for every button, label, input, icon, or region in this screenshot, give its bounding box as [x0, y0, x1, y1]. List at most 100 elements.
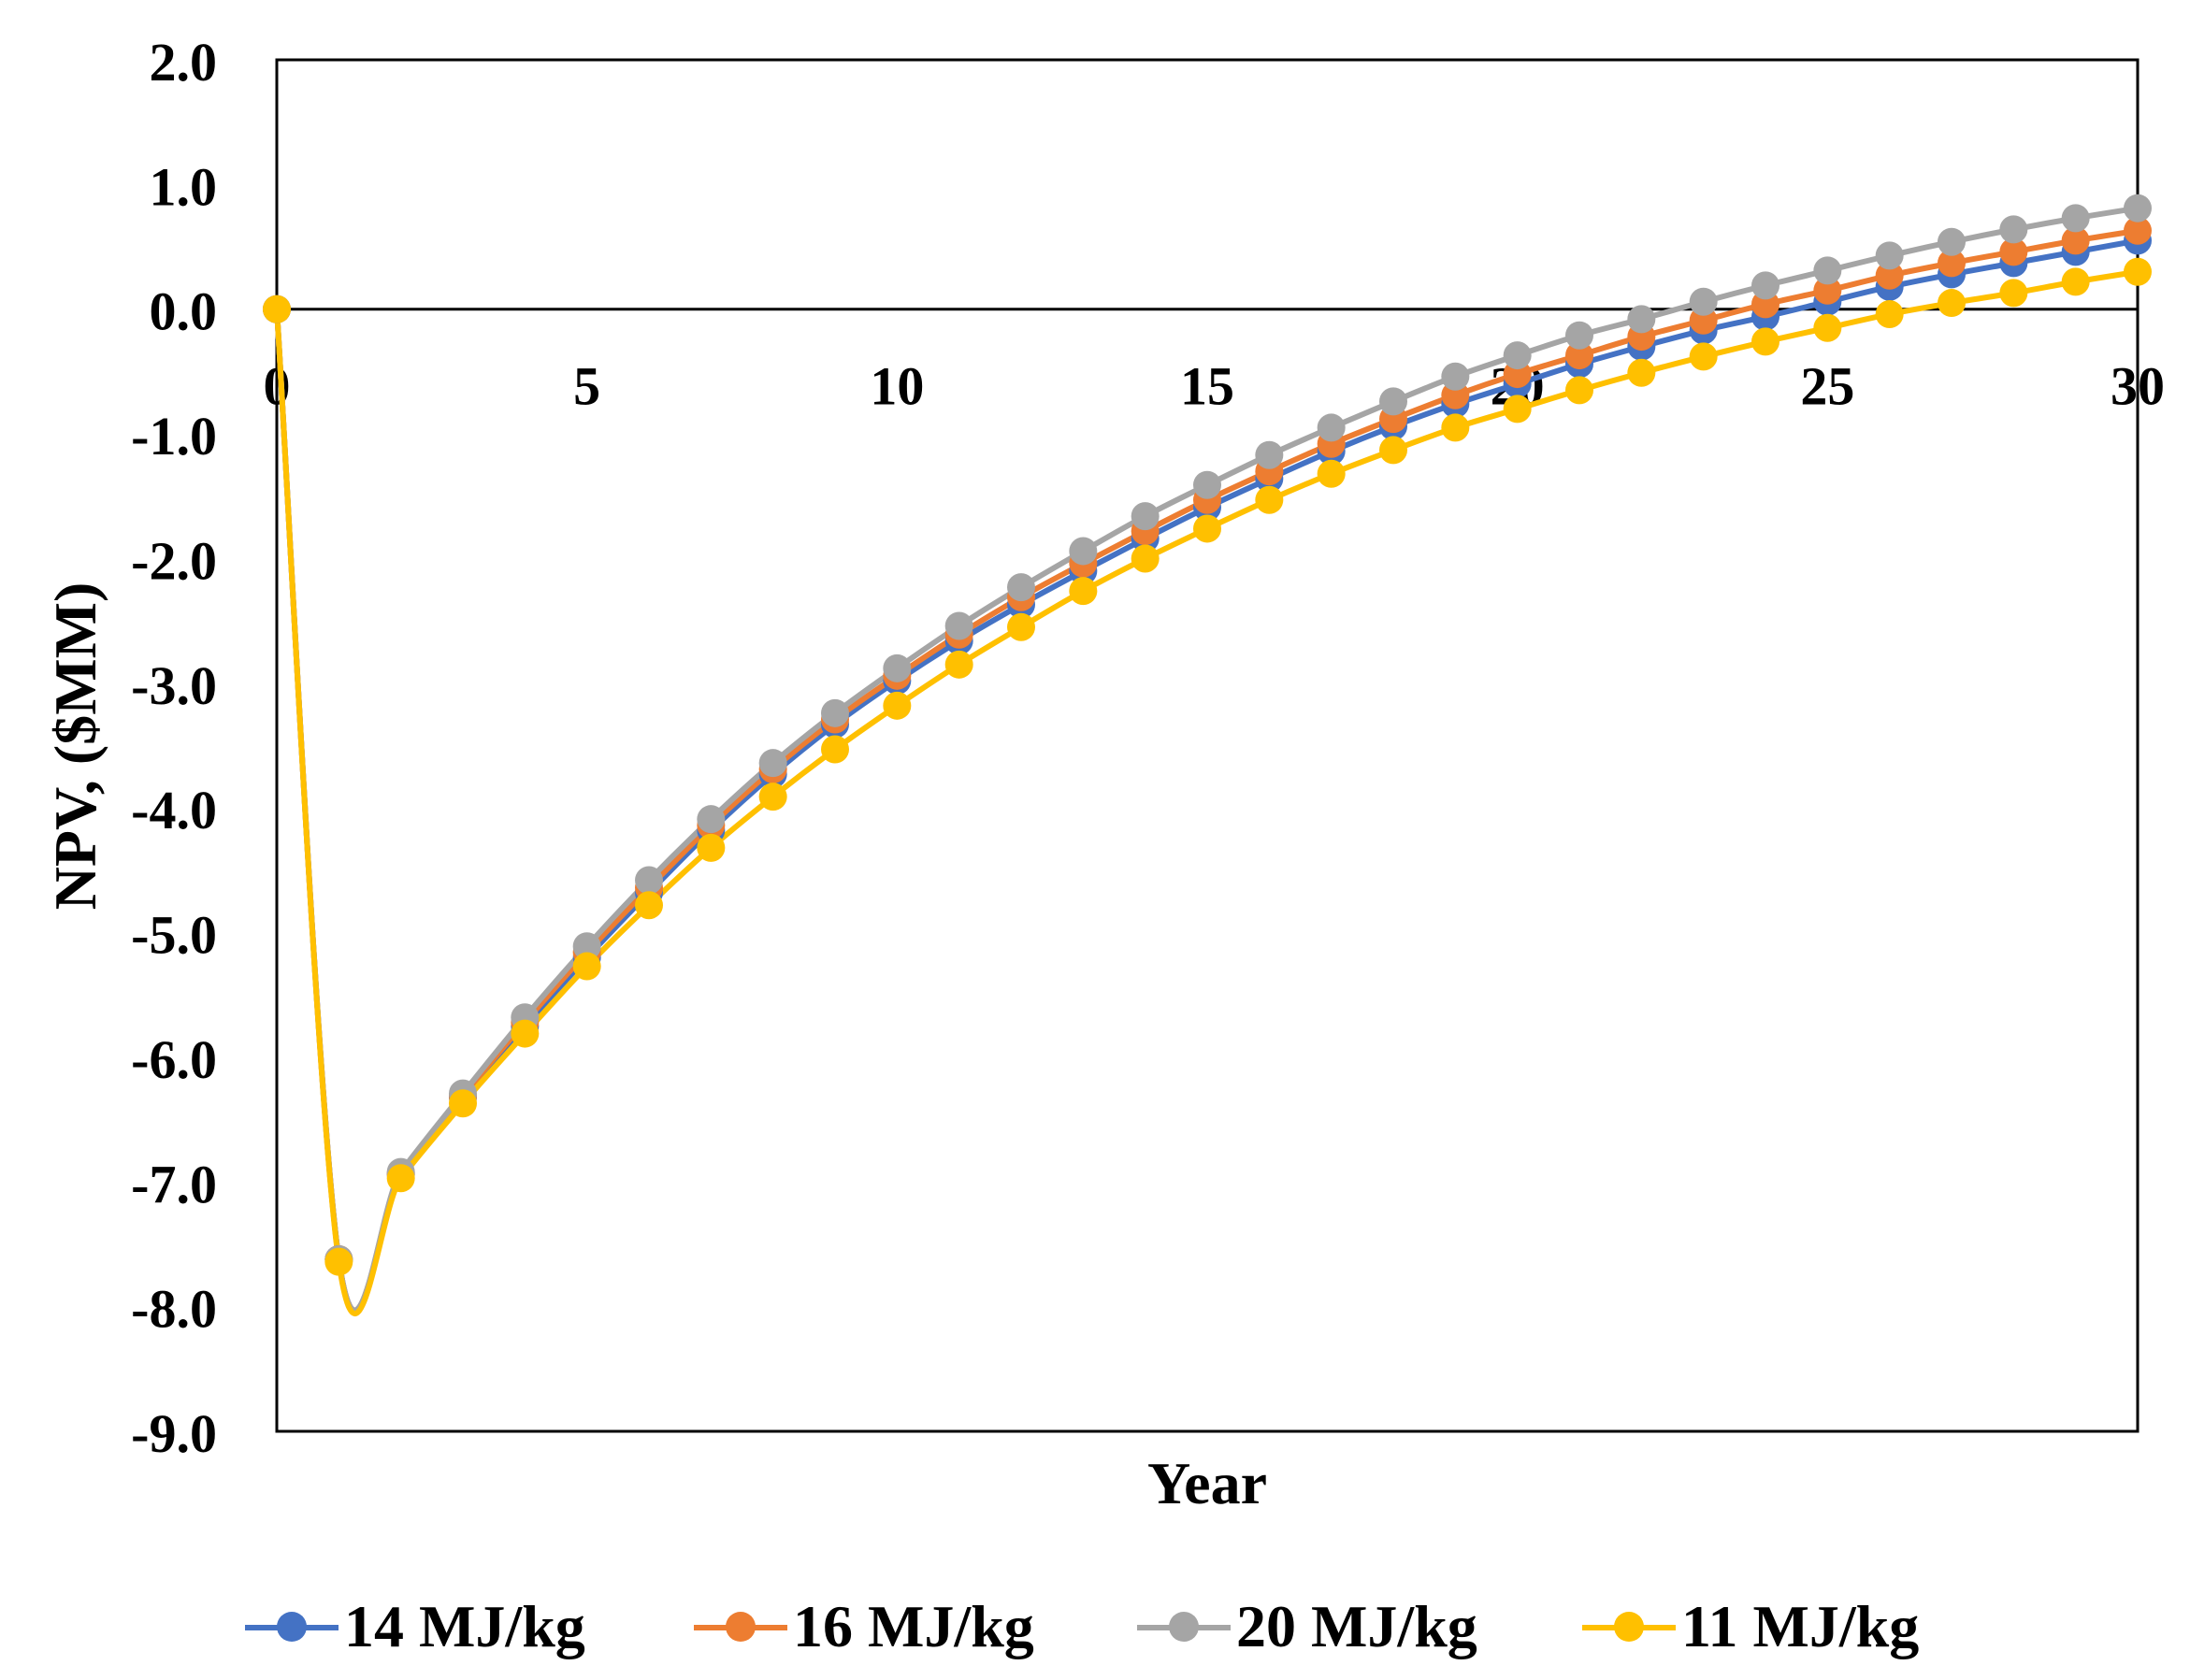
- y-tick-label: 0.0: [150, 281, 218, 342]
- x-axis-title: Year: [1147, 1450, 1267, 1516]
- series-line-11mjkg: [274, 268, 2139, 1316]
- y-tick-label: -1.0: [131, 406, 217, 467]
- data-point: [1875, 241, 1904, 270]
- data-point: [758, 783, 787, 811]
- data-point: [386, 1164, 415, 1193]
- data-point: [449, 1089, 477, 1118]
- data-point: [1938, 227, 1966, 256]
- data-point: [324, 1247, 353, 1276]
- data-point: [1069, 577, 1098, 606]
- y-tick-label: -9.0: [131, 1403, 217, 1464]
- data-point: [1317, 413, 1346, 442]
- data-point: [1999, 279, 2028, 308]
- legend-swatch-16mjkg: [694, 1589, 787, 1664]
- data-point: [2061, 204, 2090, 233]
- data-point: [821, 735, 849, 764]
- data-point: [1379, 387, 1407, 416]
- data-point: [2061, 226, 2090, 255]
- data-point: [1689, 342, 1718, 371]
- data-point: [1999, 237, 2028, 266]
- data-point: [883, 653, 912, 682]
- data-point: [1565, 376, 1593, 405]
- data-point: [511, 1019, 540, 1048]
- y-tick-label: -6.0: [131, 1029, 217, 1090]
- y-tick-labels: 2.0 1.0 0.0 -1.0 -2.0 -3.0 -4.0 -5.0 -6.0 -7.0 -8.…: [131, 32, 217, 1464]
- data-point: [1627, 358, 1656, 387]
- data-point: [1131, 502, 1160, 531]
- x-tick-label: 0: [264, 356, 291, 417]
- data-point: [572, 952, 601, 981]
- legend-label: 20 MJ/kg: [1236, 1593, 1477, 1659]
- data-point: [1379, 436, 1407, 465]
- data-point: [1007, 612, 1035, 641]
- data-point: [1193, 470, 1221, 499]
- data-point: [2061, 267, 2090, 296]
- npv-line-chart: 2.0 1.0 0.0 -1.0 -2.0 -3.0 -4.0 -5.0 -6.0 -7.0 -8.…: [42, 32, 2166, 1516]
- data-point: [1938, 289, 1966, 318]
- y-tick-label: -2.0: [131, 530, 217, 591]
- data-point: [1875, 261, 1904, 290]
- data-point: [1503, 341, 1532, 370]
- data-point: [1255, 440, 1284, 469]
- data-point: [1751, 271, 1779, 300]
- data-point: [635, 891, 663, 920]
- data-point: [1751, 327, 1779, 356]
- data-point: [1007, 573, 1035, 602]
- data-point: [1565, 341, 1593, 370]
- data-point: [263, 294, 291, 323]
- x-tick-label: 10: [870, 356, 924, 417]
- y-tick-label: -5.0: [131, 905, 217, 966]
- data-point: [2124, 216, 2152, 245]
- data-point: [1689, 287, 1718, 316]
- data-point: [1938, 249, 1966, 278]
- legend-label: 11 MJ/kg: [1681, 1593, 1920, 1659]
- legend-swatch-11mjkg: [1582, 1589, 1676, 1664]
- y-tick-label: 2.0: [150, 32, 218, 93]
- data-point: [758, 749, 787, 778]
- legend-item-16mjkg: 16 MJ/kg: [694, 1589, 1034, 1664]
- legend-swatch-14mjkg: [245, 1589, 339, 1664]
- data-point: [944, 650, 973, 679]
- data-point: [1255, 485, 1284, 514]
- x-tick-label: 25: [1800, 356, 1854, 417]
- data-point: [1317, 459, 1346, 488]
- data-point: [1627, 305, 1656, 334]
- data-point: [1999, 215, 2028, 244]
- data-point: [1813, 313, 1842, 342]
- data-point: [1565, 321, 1593, 350]
- data-point: [635, 866, 663, 895]
- y-tick-label: -7.0: [131, 1154, 217, 1214]
- series-markers-11mjkg: [263, 257, 2152, 1276]
- legend-label: 14 MJ/kg: [344, 1593, 585, 1659]
- data-point: [1441, 413, 1470, 442]
- legend-item-14mjkg: 14 MJ/kg: [245, 1589, 585, 1664]
- legend-label: 16 MJ/kg: [793, 1593, 1034, 1659]
- legend: 14 MJ/kg 16 MJ/kg 20 MJ/kg 11 MJ/kg: [0, 1589, 2190, 1664]
- data-point: [1069, 537, 1098, 566]
- legend-item-20mjkg: 20 MJ/kg: [1137, 1589, 1477, 1664]
- data-point: [944, 611, 973, 640]
- y-tick-label: -3.0: [131, 655, 217, 716]
- plot-area-frame: [275, 58, 2140, 1433]
- x-tick-label: 30: [2111, 356, 2165, 417]
- x-tick-label: 15: [1180, 356, 1234, 417]
- data-point: [1875, 300, 1904, 329]
- data-point: [572, 932, 601, 961]
- data-point: [1813, 256, 1842, 285]
- y-axis-title: NPV, ($MM): [42, 582, 108, 911]
- data-point: [2124, 257, 2152, 286]
- legend-swatch-20mjkg: [1137, 1589, 1231, 1664]
- y-tick-label: -8.0: [131, 1279, 217, 1340]
- y-tick-label: 1.0: [150, 156, 218, 217]
- legend-item-11mjkg: 11 MJ/kg: [1582, 1589, 1919, 1664]
- data-point: [1503, 395, 1532, 424]
- y-tick-label: -4.0: [131, 780, 217, 840]
- x-tick-labels: 051015202530: [264, 356, 2166, 417]
- data-point: [697, 833, 726, 862]
- data-point: [697, 805, 726, 834]
- series-markers: [263, 194, 2152, 1276]
- data-point: [883, 691, 912, 720]
- data-point: [1441, 362, 1470, 391]
- data-point: [1813, 276, 1842, 305]
- data-point: [1193, 514, 1221, 543]
